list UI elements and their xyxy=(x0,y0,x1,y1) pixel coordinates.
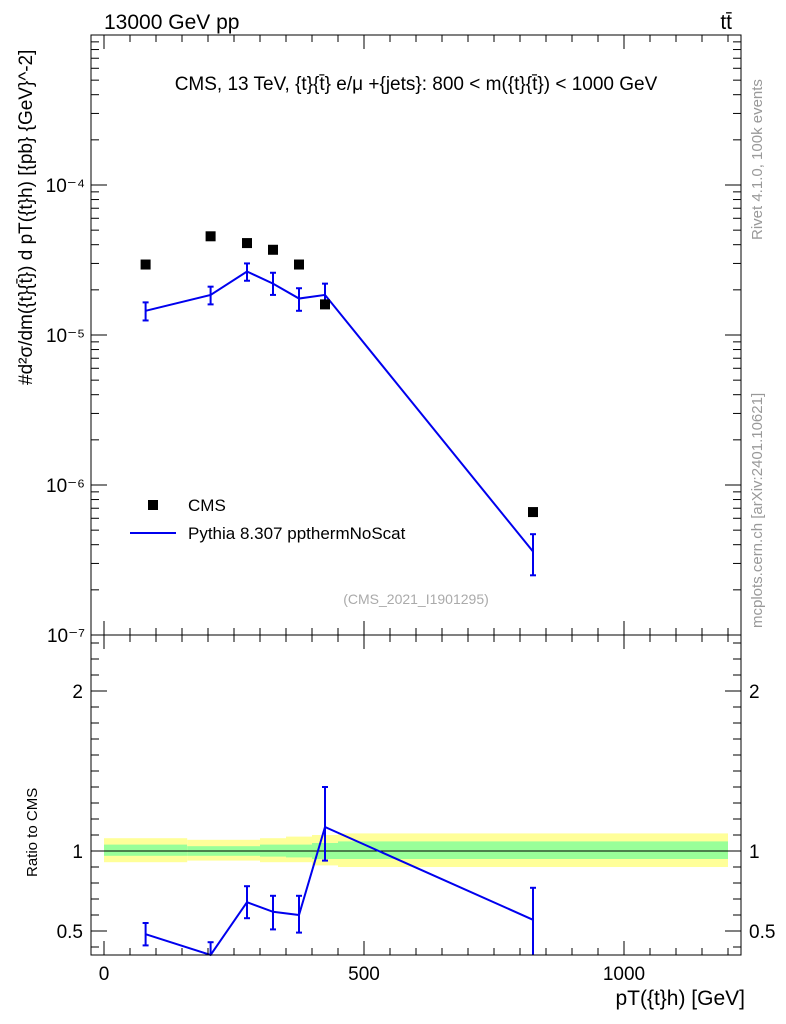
main-y-tick-label: 10⁻⁵ xyxy=(46,326,85,347)
main-y-axis-label: #d²σ/dm({t}{t̄}) d pT({t}h) [{pb} {GeV}^… xyxy=(16,50,37,385)
main-data-layer xyxy=(140,231,538,577)
ratio-y-axis-label: Ratio to CMS xyxy=(24,788,41,877)
cms-data-point xyxy=(294,259,304,270)
ratio-green-band xyxy=(338,841,728,859)
legend-pythia-label: Pythia 8.307 ppthermNoScat xyxy=(188,524,406,543)
ratio-plot-frame xyxy=(90,634,742,956)
ratio-axis-ticks xyxy=(91,635,741,955)
mcplots-label: mcplots.cern.ch [arXiv:2401.10621] xyxy=(749,393,766,628)
watermark: (CMS_2021_I1901295) xyxy=(343,591,489,607)
cms-data-point xyxy=(320,299,330,310)
legend-cms-label: CMS xyxy=(188,496,226,515)
main-axis-ticks xyxy=(91,35,741,636)
cms-data-point xyxy=(140,259,151,270)
rivet-label: Rivet 4.1.0, 100k events xyxy=(749,79,766,240)
main-plot-panel: 10⁻⁷ 10⁻⁶ 10⁻⁵ 10⁻⁴ CMS, 13 TeV, {t}{t̄} e/… xyxy=(46,34,742,647)
ratio-x-tick-label: 1000 xyxy=(603,964,645,985)
ratio-y-tick-label-right: 0.5 xyxy=(749,922,775,943)
ratio-y-tick-labels: 0.5 0.5 1 1 2 2 xyxy=(57,682,776,943)
ratio-x-tick-labels: 0 500 1000 xyxy=(99,964,645,985)
cms-data-point xyxy=(268,244,278,255)
cms-data-point xyxy=(528,507,538,518)
cms-data-point xyxy=(205,231,216,242)
ratio-y-tick-label-right: 2 xyxy=(749,682,760,703)
ratio-data-layer xyxy=(142,786,536,957)
main-plot-frame xyxy=(90,34,742,636)
ratio-y-tick-label: 0.5 xyxy=(57,922,83,943)
cms-data-point xyxy=(242,238,252,249)
ratio-y-tick-label: 2 xyxy=(72,682,83,703)
plot-title: CMS, 13 TeV, {t}{t̄} e/μ +{jets}: 800 < … xyxy=(175,74,658,95)
ratio-x-tick-label: 500 xyxy=(348,964,380,985)
ratio-green-band xyxy=(104,844,188,856)
header-left: 13000 GeV pp xyxy=(104,11,239,34)
legend-cms-marker xyxy=(148,500,158,510)
ratio-uncertainty-bands xyxy=(104,833,728,867)
ratio-y-tick-label: 1 xyxy=(72,842,83,863)
ratio-plot-panel: 0.5 0.5 1 1 2 2 0 500 1000 xyxy=(57,634,776,985)
legend: CMS Pythia 8.307 ppthermNoScat xyxy=(130,496,406,543)
main-y-tick-label: 10⁻⁴ xyxy=(46,176,85,197)
ratio-x-tick-label: 0 xyxy=(99,964,110,985)
x-axis-label: pT({t}h) [GeV] xyxy=(615,987,745,1010)
main-y-tick-label: 10⁻⁷ xyxy=(47,626,85,647)
main-y-tick-label: 10⁻⁶ xyxy=(46,476,85,497)
header-right: tt̄ xyxy=(720,11,732,34)
main-y-tick-labels: 10⁻⁷ 10⁻⁶ 10⁻⁵ 10⁻⁴ xyxy=(46,176,85,647)
ratio-y-tick-label-right: 1 xyxy=(749,842,760,863)
